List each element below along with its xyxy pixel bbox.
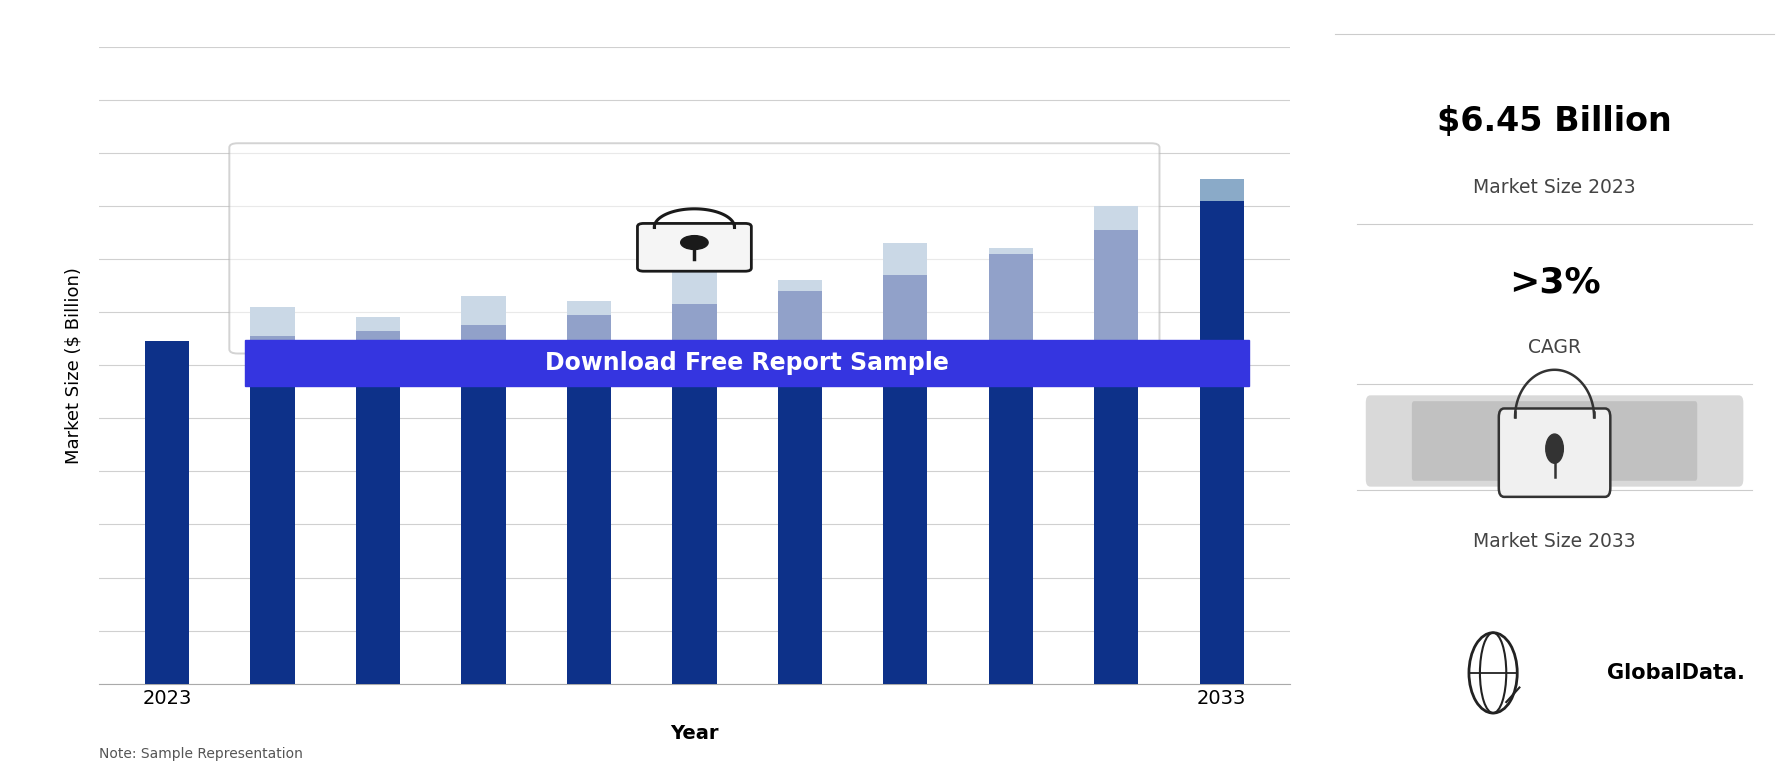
Bar [883,243,928,684]
Bar [989,254,1032,684]
Text: CAGR: CAGR [1529,338,1581,357]
Bar [778,280,823,684]
Text: Note: Sample Representation: Note: Sample Representation [99,747,303,761]
Bar [357,317,400,684]
Bar [246,340,1249,386]
Bar [672,304,717,684]
Bar [251,307,294,684]
Circle shape [1546,434,1563,463]
Bar [251,336,294,684]
FancyBboxPatch shape [638,224,751,271]
Bar [778,291,823,684]
Text: Download Free Report Sample: Download Free Report Sample [545,351,950,375]
Bar [566,315,611,684]
Circle shape [681,235,708,249]
Bar [1199,200,1244,684]
Y-axis label: Market Size ($ Billion): Market Size ($ Billion) [65,267,82,464]
Bar [1095,230,1138,684]
Text: Market Size 2033: Market Size 2033 [1473,532,1636,551]
Bar [461,296,505,684]
FancyBboxPatch shape [1366,395,1744,486]
Bar [566,301,611,684]
FancyBboxPatch shape [229,143,1159,354]
Bar [357,331,400,684]
Bar [1199,179,1244,684]
Bar [989,249,1032,684]
Text: >3%: >3% [1509,265,1600,299]
Text: $6.45 Billion: $6.45 Billion [1437,105,1672,138]
Bar [672,270,717,684]
Text: Market Size 2023: Market Size 2023 [1473,178,1636,197]
Text: GlobalData.: GlobalData. [1607,663,1745,683]
X-axis label: Year: Year [670,724,719,744]
Bar [883,275,928,684]
Bar [145,341,190,684]
Bar [1095,206,1138,684]
Bar [461,326,505,684]
FancyBboxPatch shape [1412,401,1697,481]
FancyBboxPatch shape [1498,409,1611,497]
